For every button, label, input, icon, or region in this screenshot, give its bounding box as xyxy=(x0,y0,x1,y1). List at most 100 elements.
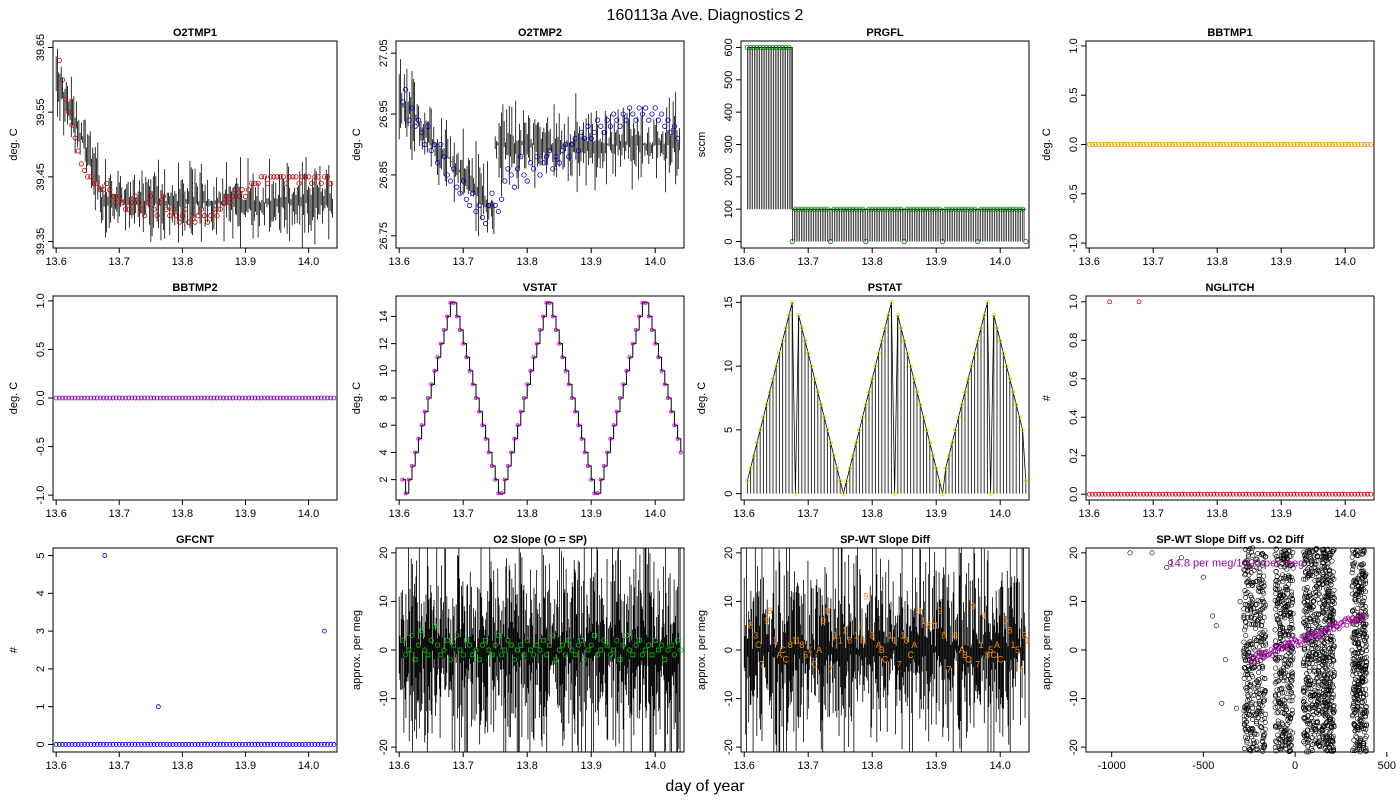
plot-frame xyxy=(52,547,338,753)
data-point xyxy=(563,368,568,373)
data-point xyxy=(611,423,616,428)
y-tick-label: 6 xyxy=(378,422,390,428)
data-point xyxy=(930,453,936,458)
data-point xyxy=(1186,491,1191,497)
data-point xyxy=(492,642,498,648)
data-point xyxy=(876,351,881,356)
data-point xyxy=(562,141,569,148)
data-point xyxy=(1260,579,1266,585)
data-point xyxy=(399,637,405,643)
data-point xyxy=(1320,702,1326,708)
data-point xyxy=(1294,491,1300,497)
data-point xyxy=(145,395,151,401)
data-point xyxy=(540,160,546,166)
data-point xyxy=(91,180,97,186)
data-point xyxy=(838,478,843,484)
data-point xyxy=(1248,562,1254,568)
y-tick-label: 200 xyxy=(723,168,735,186)
data-point xyxy=(537,172,543,178)
plot-data xyxy=(1127,545,1370,755)
data-point xyxy=(1273,606,1279,612)
data-point xyxy=(923,206,930,212)
data-point xyxy=(1354,629,1360,635)
data-point xyxy=(454,184,460,190)
data-point xyxy=(1273,546,1279,552)
data-point xyxy=(1284,707,1290,713)
data-point xyxy=(1316,568,1322,574)
data-point xyxy=(1192,142,1198,147)
data-point xyxy=(1138,142,1143,147)
data-point xyxy=(1290,730,1296,736)
y-tick-label: 5 xyxy=(35,552,47,558)
data-point xyxy=(1354,735,1360,741)
data-mark: 7 xyxy=(975,660,980,670)
plot-data xyxy=(744,44,1029,245)
data-point xyxy=(1170,142,1175,147)
x-tick-label: 13.9 xyxy=(580,760,601,772)
data-point xyxy=(1273,665,1279,671)
y-tick-label: 500 xyxy=(723,71,735,89)
data-mark: B xyxy=(962,650,968,660)
data-point xyxy=(470,190,476,196)
data-point xyxy=(1307,615,1313,621)
data-point xyxy=(751,453,756,458)
data-point xyxy=(1262,628,1268,634)
data-point xyxy=(1257,723,1263,729)
x-tick-label: 13.6 xyxy=(733,508,754,520)
data-point xyxy=(669,409,674,414)
data-mark: A xyxy=(776,650,782,660)
data-point xyxy=(1279,734,1285,740)
data-point xyxy=(790,300,795,305)
y-tick-label: 0 xyxy=(35,741,47,747)
data-point xyxy=(1262,719,1268,725)
data-point xyxy=(1240,142,1246,147)
data-point xyxy=(767,389,772,394)
plot-frame xyxy=(1085,40,1375,249)
data-point xyxy=(403,491,408,496)
data-point xyxy=(1314,702,1320,708)
data-point xyxy=(1288,737,1294,743)
data-point xyxy=(220,200,226,206)
data-point xyxy=(1283,561,1289,567)
data-point xyxy=(1285,491,1290,497)
data-mark: C xyxy=(779,645,786,655)
data-point xyxy=(97,187,103,193)
data-point xyxy=(582,135,588,142)
data-point xyxy=(991,312,996,318)
data-point xyxy=(192,395,198,401)
data-point xyxy=(328,395,334,401)
plot-frame xyxy=(1085,295,1375,501)
data-point xyxy=(262,395,267,401)
fit-point xyxy=(1317,634,1323,640)
data-point xyxy=(438,141,444,148)
data-mark: 5 xyxy=(803,650,808,660)
data-point xyxy=(1352,597,1358,603)
data-point xyxy=(1115,491,1121,497)
data-point xyxy=(157,395,163,401)
data-point xyxy=(1279,614,1285,620)
data-point xyxy=(1272,597,1278,603)
data-point xyxy=(1327,645,1333,651)
data-point xyxy=(1305,718,1311,724)
y-tick-label: -20 xyxy=(1068,739,1080,755)
data-point xyxy=(198,206,204,212)
data-point xyxy=(154,213,160,219)
data-point xyxy=(402,87,409,93)
data-point xyxy=(1096,142,1102,147)
data-point xyxy=(318,395,324,401)
data-point xyxy=(866,389,872,394)
data-point xyxy=(1230,491,1236,497)
data-point xyxy=(151,742,157,747)
data-mark: 8 xyxy=(748,621,753,631)
data-point xyxy=(1255,550,1261,556)
data-point xyxy=(1102,142,1108,147)
data-point xyxy=(528,368,533,373)
data-point xyxy=(818,402,824,407)
data-point xyxy=(129,742,135,747)
data-point xyxy=(1250,692,1256,698)
data-point xyxy=(914,206,920,212)
data-point xyxy=(914,389,920,394)
data-point xyxy=(642,105,649,111)
data-point xyxy=(1319,727,1325,733)
data-point xyxy=(1291,142,1297,147)
